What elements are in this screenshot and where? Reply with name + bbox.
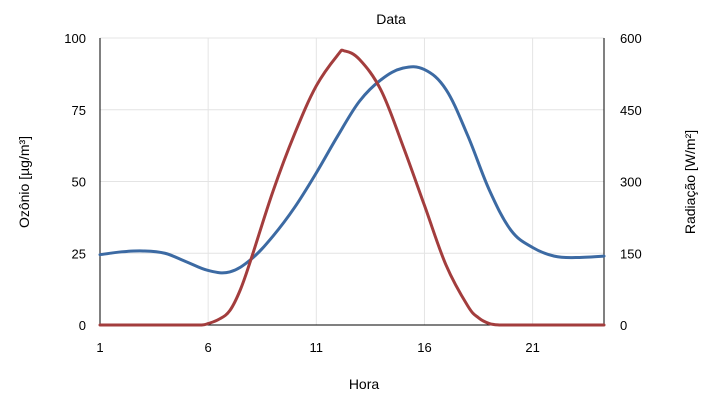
grid xyxy=(100,37,604,325)
y-tick-label-right: 450 xyxy=(620,103,642,118)
y-tick-label-right: 0 xyxy=(620,318,627,333)
y-tick-label-left: 0 xyxy=(79,318,86,333)
y-tick-label-right: 600 xyxy=(620,31,642,46)
x-axis-title: Hora xyxy=(349,376,380,392)
y-axis-title-left: Ozônio [µg/m³] xyxy=(16,136,32,228)
y-tick-label-left: 25 xyxy=(72,246,86,261)
series-layer xyxy=(98,48,606,327)
series-line-left xyxy=(98,65,606,275)
y-tick-label-right: 150 xyxy=(620,246,642,261)
y-tick-label-left: 50 xyxy=(72,175,86,190)
y-axis-title-right: Radiação [W/m²] xyxy=(682,130,698,234)
x-tick-label: 21 xyxy=(525,340,539,355)
y-tick-label-left: 75 xyxy=(72,103,86,118)
y-tick-label-left: 100 xyxy=(64,31,86,46)
x-tick-label: 16 xyxy=(417,340,431,355)
y-tick-label-right: 300 xyxy=(620,175,642,190)
x-tick-label: 11 xyxy=(310,340,324,355)
x-tick-label: 6 xyxy=(205,340,212,355)
chart-title: Data xyxy=(376,11,406,27)
series-line-right xyxy=(98,48,606,327)
x-tick-label: 1 xyxy=(96,340,103,355)
